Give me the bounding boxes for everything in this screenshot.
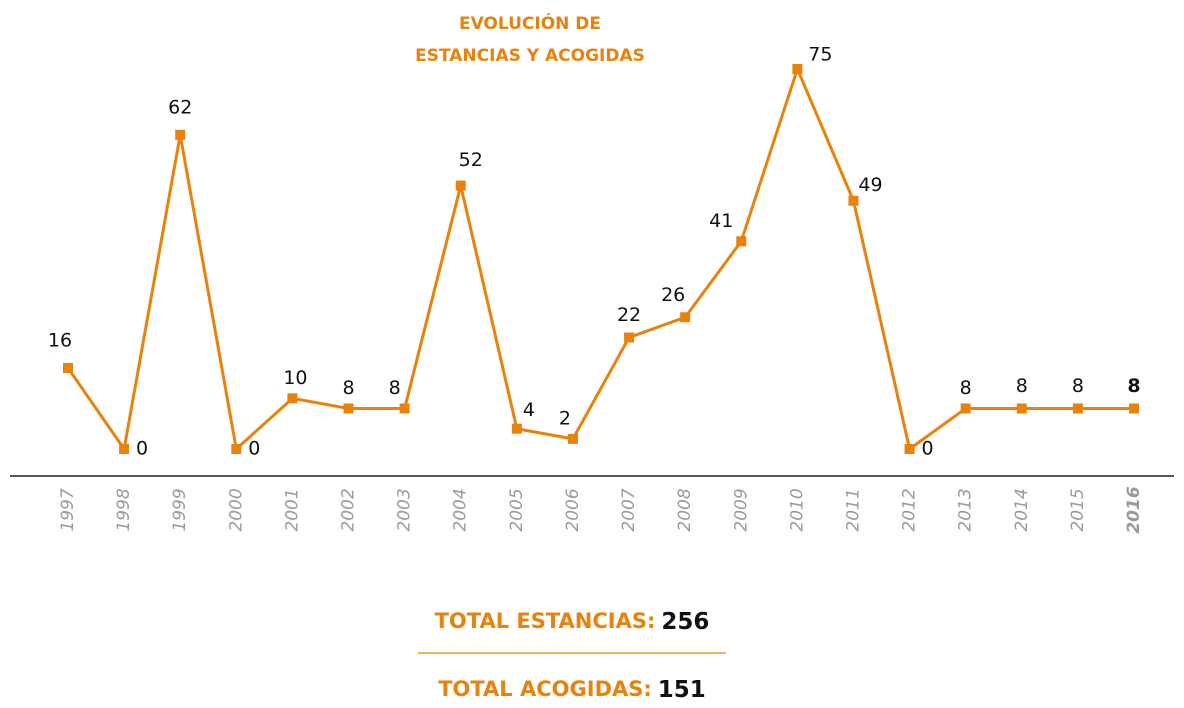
data-label: 0 <box>922 438 934 460</box>
data-label: 75 <box>808 44 832 66</box>
marker <box>848 195 859 206</box>
marker <box>343 403 354 414</box>
data-label: 22 <box>617 304 641 326</box>
x-tick-label: 1999 <box>170 488 190 531</box>
total-value: 256 <box>661 609 709 635</box>
marker <box>736 236 747 247</box>
total-value: 151 <box>658 677 706 703</box>
data-label: 41 <box>709 210 733 232</box>
data-label: 10 <box>283 367 307 389</box>
data-label: 52 <box>459 149 483 171</box>
data-label: 26 <box>661 284 685 306</box>
x-tick-label: 2007 <box>619 488 639 531</box>
marker <box>624 332 635 343</box>
marker <box>63 362 73 373</box>
marker <box>960 403 971 414</box>
x-tick-label: 2011 <box>843 488 863 531</box>
x-tick-label: 2004 <box>451 488 471 531</box>
chart-title: EVOLUCIÓN DE <box>459 12 601 34</box>
x-tick-label: 2002 <box>339 488 359 531</box>
data-label: 4 <box>523 399 535 421</box>
marker <box>175 129 186 140</box>
x-tick-label: 2014 <box>1012 488 1032 531</box>
x-tick-label: 2012 <box>900 488 920 531</box>
total-label: TOTAL ESTANCIAS: <box>435 609 656 633</box>
marker <box>455 180 466 191</box>
x-tick-label: 2001 <box>282 488 302 531</box>
marker <box>680 312 691 323</box>
x-tick-label: 1998 <box>114 488 134 531</box>
total: TOTAL ESTANCIAS: 256 <box>435 609 710 635</box>
x-tick-label: 2006 <box>563 488 583 531</box>
data-label: 0 <box>136 438 148 460</box>
x-tick-label: 2010 <box>787 488 807 531</box>
marker <box>1016 403 1027 414</box>
x-tick-label: 2005 <box>507 488 527 531</box>
data-label: 8 <box>342 377 354 399</box>
marker <box>119 444 130 454</box>
data-label: 8 <box>960 377 972 399</box>
total: TOTAL ACOGIDAS: 151 <box>438 677 706 703</box>
marker <box>287 393 298 404</box>
x-tick-label: 2016 <box>1124 486 1144 533</box>
data-label: 2 <box>559 407 571 429</box>
x-tick-label: 1997 <box>58 488 78 531</box>
x-tick-label: 2015 <box>1068 488 1088 531</box>
x-tick-label: 2003 <box>395 488 415 531</box>
marker <box>567 433 578 444</box>
data-label: 8 <box>1016 375 1028 397</box>
data-label: 49 <box>858 174 882 196</box>
data-label: 8 <box>1127 375 1140 397</box>
x-tick-label: 2000 <box>226 488 246 531</box>
marker <box>399 403 410 414</box>
data-label: 0 <box>248 438 260 460</box>
marker <box>904 444 915 454</box>
data-label: 62 <box>168 96 192 118</box>
marker <box>511 423 522 434</box>
line <box>66 67 1134 451</box>
total-label: TOTAL ACOGIDAS: <box>438 677 652 701</box>
x-tick-label: 2013 <box>956 488 976 531</box>
x-tick-label: 2008 <box>675 488 695 531</box>
x-tick-label: 2009 <box>731 488 751 531</box>
data-label: 16 <box>48 329 72 351</box>
chart-title: ESTANCIAS Y ACOGIDAS <box>415 46 645 66</box>
marker <box>231 444 242 454</box>
data-label: 8 <box>389 377 401 399</box>
marker <box>1129 403 1139 414</box>
marker <box>792 64 803 74</box>
data-label: 8 <box>1072 375 1084 397</box>
marker <box>1072 403 1083 414</box>
